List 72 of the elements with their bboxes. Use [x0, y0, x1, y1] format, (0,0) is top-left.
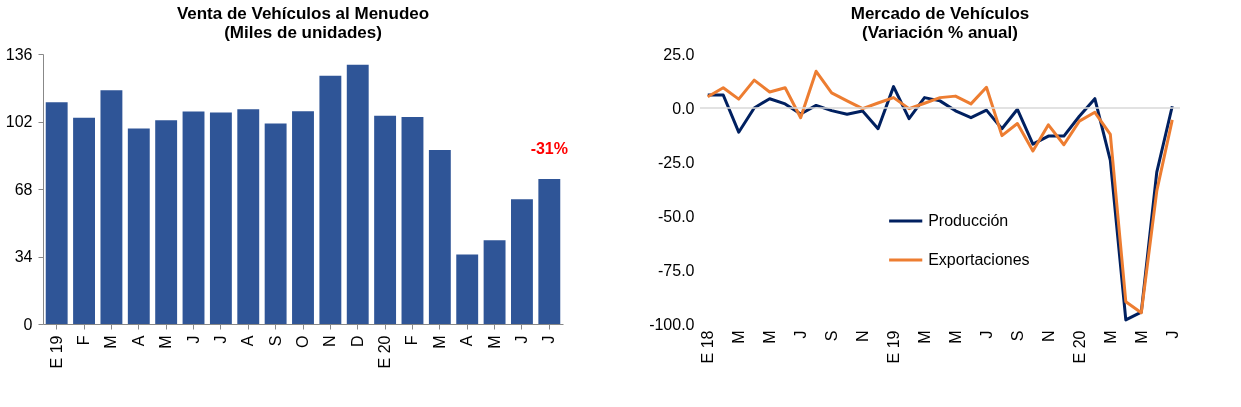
- x-tick-label: M: [1132, 330, 1150, 344]
- x-tick-label: M: [430, 335, 448, 349]
- bar: [264, 123, 287, 324]
- x-tick-label: S: [823, 330, 841, 342]
- y-tick-label: 102: [5, 113, 33, 130]
- x-tick-label: J: [512, 335, 530, 344]
- x-tick-label: J: [977, 330, 995, 339]
- x-tick-label: J: [1163, 330, 1181, 339]
- chart-title: Mercado de Vehículos: [850, 4, 1030, 23]
- x-tick-label: F: [403, 335, 421, 346]
- bar: [155, 120, 178, 324]
- annotation: -31%: [530, 139, 568, 157]
- x-tick-label: M: [916, 330, 934, 344]
- x-tick-label: A: [458, 335, 476, 347]
- x-tick-label: S: [266, 335, 284, 347]
- x-tick-label: M: [102, 335, 120, 349]
- y-tick-label: -25.0: [658, 153, 695, 171]
- bar: [346, 64, 369, 324]
- x-tick-label: J: [184, 335, 202, 344]
- bar: [292, 111, 314, 324]
- bar: [319, 75, 342, 324]
- x-tick-label: D: [348, 335, 366, 348]
- y-tick-label: 68: [14, 180, 33, 198]
- bar: [483, 240, 506, 324]
- legend-label: Exportaciones: [928, 251, 1030, 268]
- y-tick-label: 25.0: [663, 45, 695, 63]
- x-tick-label: M: [485, 335, 503, 349]
- bar: [456, 254, 479, 324]
- legend-label: Producción: [928, 212, 1009, 229]
- x-tick-label: J: [211, 335, 229, 344]
- x-tick-label: M: [730, 330, 748, 344]
- y-tick-label: 0: [23, 315, 33, 333]
- x-tick-label: F: [75, 335, 93, 346]
- bar: [428, 150, 451, 324]
- x-tick-label: M: [1101, 330, 1119, 344]
- bar: [209, 112, 232, 324]
- x-tick-label: J: [540, 335, 558, 344]
- x-tick-label: N: [854, 330, 872, 343]
- y-tick-label: 136: [5, 45, 33, 63]
- y-tick-label: -50.0: [658, 207, 695, 225]
- x-tick-label: J: [792, 330, 810, 339]
- x-tick-label: A: [239, 335, 257, 347]
- y-tick-label: -75.0: [658, 261, 695, 279]
- bar: [182, 111, 205, 324]
- x-tick-label: E 18: [699, 330, 717, 364]
- x-tick-label: E 19: [47, 335, 65, 369]
- y-tick-label: 0.0: [672, 99, 695, 117]
- bar: [45, 102, 68, 324]
- x-tick-label: A: [129, 335, 147, 347]
- bar: [401, 116, 424, 324]
- bar: [73, 117, 95, 324]
- x-tick-label: M: [157, 335, 175, 349]
- x-tick-label: N: [1039, 330, 1057, 343]
- bar: [237, 109, 260, 324]
- x-tick-label: S: [1008, 330, 1026, 342]
- bar: [127, 128, 150, 324]
- chart-title: Venta de Vehículos al Menudeo: [176, 4, 430, 23]
- chart-subtitle: (Miles de unidades): [224, 23, 382, 42]
- bar: [538, 178, 561, 324]
- bar: [100, 90, 123, 324]
- x-tick-label: O: [294, 335, 311, 348]
- x-tick-label: E 20: [1070, 330, 1088, 364]
- x-tick-label: E 19: [885, 330, 903, 364]
- x-tick-label: N: [321, 335, 339, 348]
- bar: [374, 115, 397, 324]
- y-tick-label: 34: [14, 248, 33, 265]
- x-tick-label: M: [946, 330, 964, 344]
- x-tick-label: M: [761, 330, 779, 344]
- bar: [511, 199, 533, 324]
- chart-subtitle: (Variación % anual): [862, 23, 1018, 42]
- y-tick-label: -100.0: [649, 315, 695, 333]
- x-tick-label: E 20: [376, 335, 394, 369]
